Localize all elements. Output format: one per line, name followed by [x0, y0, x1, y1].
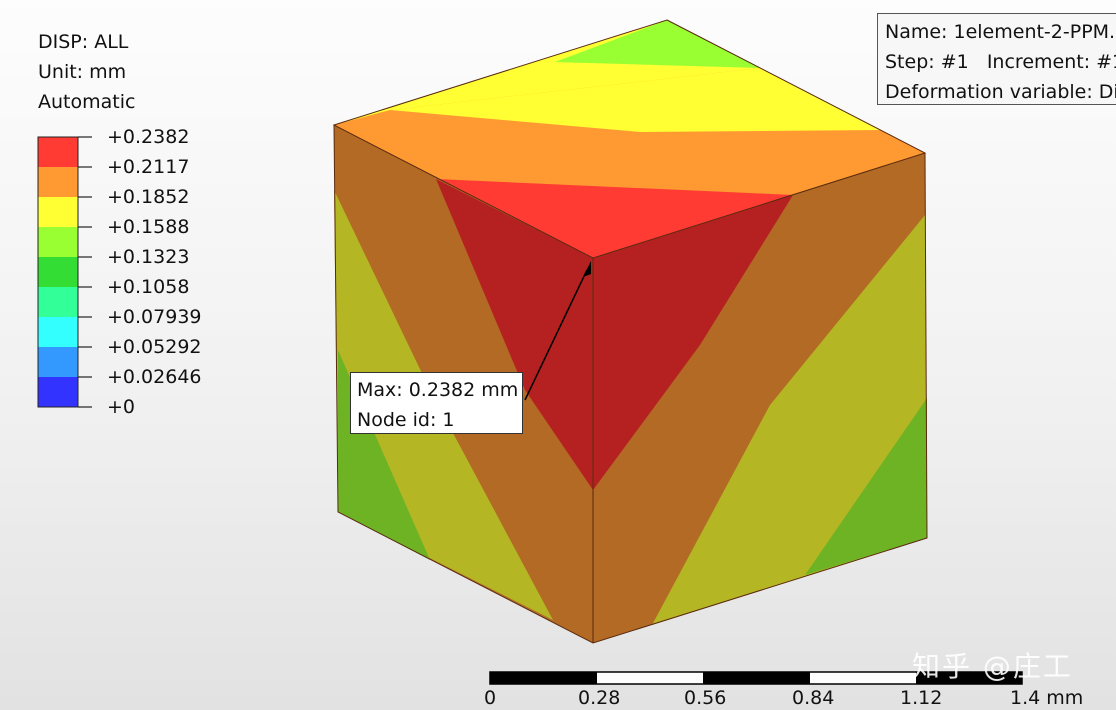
color-swatch-5 [38, 287, 78, 317]
max-value-label: Max: 0.2382 mm [357, 379, 519, 401]
watermark: 知乎 @庄工 [912, 650, 1073, 683]
scale-bar [489, 671, 1023, 685]
scale-label-3: 0.84 [792, 687, 835, 709]
color-scale [37, 136, 92, 408]
scale-label-4: 1.12 [900, 687, 943, 709]
color-swatch-4 [38, 257, 78, 287]
deformation-variable: Deformation variable: Di [885, 81, 1116, 103]
max-arrow [524, 261, 591, 401]
model-name: Name: 1element-2-PPM. [885, 21, 1116, 43]
step-increment: Step: #1 Increment: #1 [885, 51, 1116, 73]
legend-unit: Unit: mm [38, 61, 127, 83]
scale-label-1: 0.28 [578, 687, 621, 709]
legend-title: DISP: ALL [38, 31, 129, 53]
scale-label-0: 0 [484, 687, 497, 709]
max-annotation-box[interactable]: Max: 0.2382 mm Node id: 1 [350, 372, 523, 434]
color-swatch-2 [38, 197, 78, 227]
cube-edges [332, 19, 928, 644]
legend-value-9: +0 [107, 396, 136, 418]
color-swatch-1 [38, 167, 78, 197]
max-node-label: Node id: 1 [357, 409, 455, 431]
result-info-box: Name: 1element-2-PPM. Step: #1 Increment… [877, 13, 1116, 105]
color-swatch-6 [38, 317, 78, 347]
color-swatch-3 [38, 227, 78, 257]
color-swatch-7 [38, 347, 78, 377]
legend-value-6: +0.07939 [107, 306, 202, 328]
scale-label-5: 1.4 mm [1010, 687, 1084, 709]
legend-value-4: +0.1323 [107, 246, 190, 268]
legend-mode: Automatic [38, 91, 136, 113]
legend-value-2: +0.1852 [107, 186, 190, 208]
cube-top-face [334, 20, 925, 258]
legend-value-7: +0.05292 [107, 336, 202, 358]
cube-right-face [593, 153, 927, 643]
color-swatch-0 [38, 137, 78, 167]
color-swatch-8 [38, 377, 78, 407]
legend-value-8: +0.02646 [107, 366, 202, 388]
legend-value-0: +0.2382 [107, 126, 190, 148]
legend-value-5: +0.1058 [107, 276, 190, 298]
legend-value-1: +0.2117 [107, 156, 190, 178]
scale-label-2: 0.56 [684, 687, 727, 709]
legend-value-3: +0.1588 [107, 216, 190, 238]
